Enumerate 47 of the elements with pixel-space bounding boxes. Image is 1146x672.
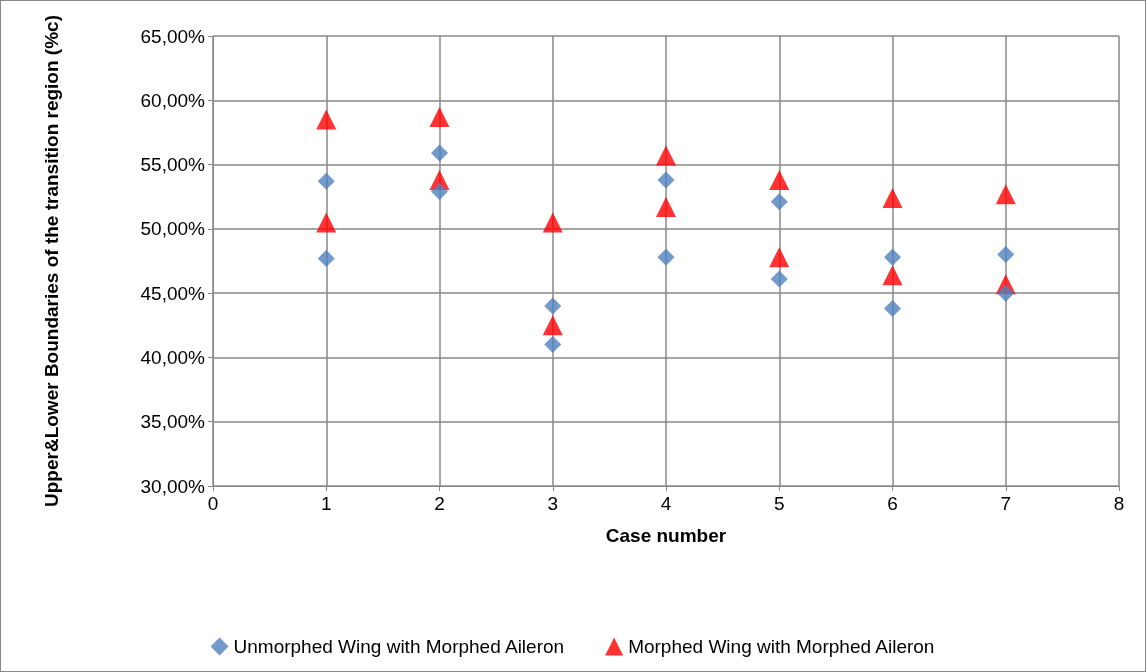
point [884,248,901,266]
legend-label: Morphed Wing with Morphed Aileron [628,636,935,657]
point [317,172,335,190]
y-tick-label: 30,00% [140,475,206,497]
point [429,107,450,127]
point [542,315,563,336]
point [769,170,790,190]
point [770,270,788,288]
x-tick-label: 1 [320,493,332,514]
y-tick-label: 55,00% [140,154,206,176]
point [997,284,1015,302]
x-tick-label: 5 [773,493,785,514]
point [656,197,676,217]
point [769,247,790,268]
legend-label: Unmorphed Wing with Morphed Aileron [233,636,565,657]
point [317,249,335,267]
point [770,193,788,211]
point [431,183,448,201]
y-tick-label: 35,00% [140,411,206,433]
x-tick-label: 4 [660,493,672,514]
point [997,246,1015,264]
x-tick-label: 6 [887,493,898,514]
y-tick-label: 60,00% [140,89,206,111]
point [657,248,675,266]
x-tick-label: 7 [1000,493,1012,514]
x-axis-title: Case number [605,525,727,546]
y-tick-label: 50,00% [140,218,206,240]
x-tick-label: 2 [434,493,445,514]
y-tick-label: 65,00% [140,25,206,47]
point [657,171,675,189]
point [882,265,903,286]
y-axis-title: Upper&Lower Boundaries of the transition region (%c) [40,15,62,507]
point [544,336,562,354]
y-tick-label: 45,00% [140,282,206,304]
x-tick-label: 0 [207,493,219,514]
point [656,145,676,166]
point [882,188,903,208]
point [316,212,337,233]
point [884,300,901,318]
point [316,109,337,130]
x-tick-label: 8 [1113,493,1125,514]
point [542,212,563,233]
point [544,297,562,315]
y-tick-label: 40,00% [140,346,206,368]
point [995,184,1016,205]
x-tick-label: 3 [547,493,559,514]
point [431,144,448,162]
